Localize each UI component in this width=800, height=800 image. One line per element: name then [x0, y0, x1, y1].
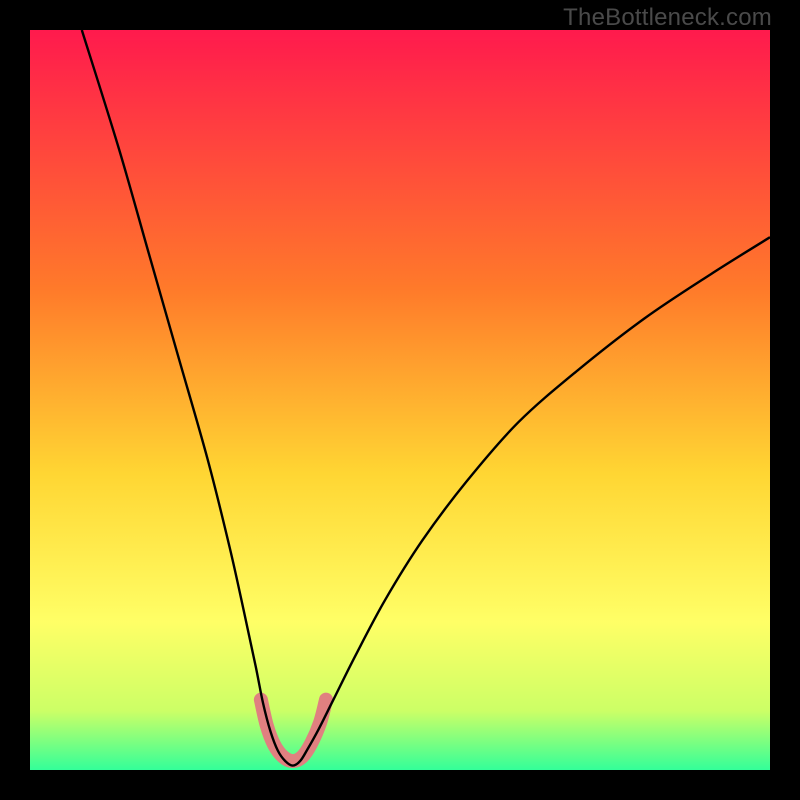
main-curve [82, 30, 770, 766]
curve-layer [30, 30, 770, 770]
watermark-text: TheBottleneck.com [563, 4, 772, 32]
chart-frame: TheBottleneck.com [0, 0, 800, 800]
plot-area [30, 30, 770, 770]
